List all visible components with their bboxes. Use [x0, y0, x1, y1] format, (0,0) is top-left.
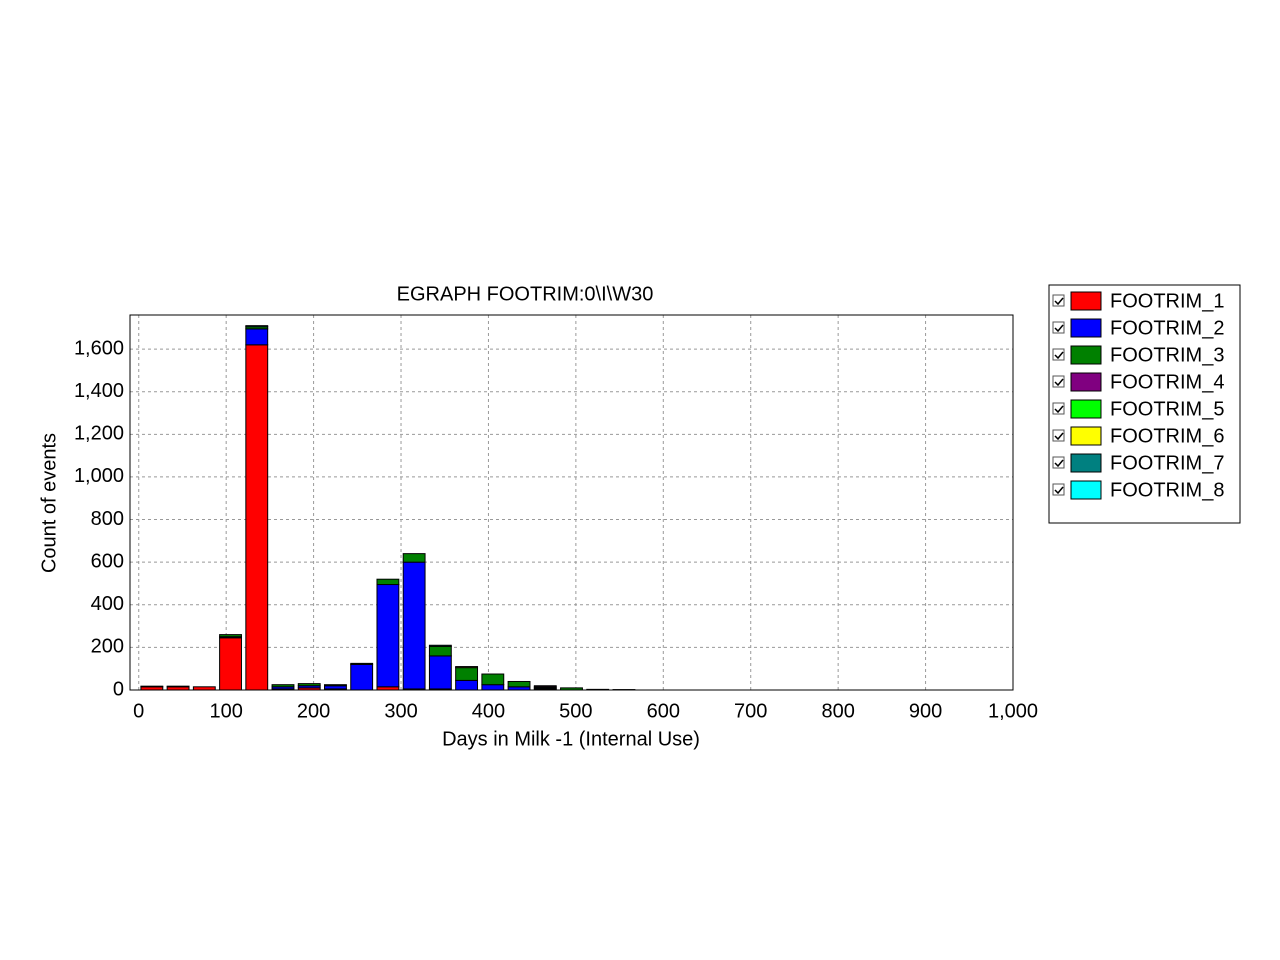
- y-tick-label: 800: [91, 508, 124, 530]
- plot-border: [129, 314, 1014, 691]
- bar-segment: [481, 684, 505, 691]
- legend-swatch: [1070, 453, 1102, 473]
- x-tick-label: 700: [734, 700, 767, 722]
- x-tick-label: 600: [647, 700, 680, 722]
- bar-segment: [402, 553, 426, 563]
- y-tick-label: 1,200: [74, 423, 124, 445]
- bar-segment: [350, 663, 374, 691]
- legend-checkbox[interactable]: [1052, 375, 1065, 388]
- legend-swatch: [1070, 345, 1102, 365]
- bar-segment: [428, 655, 452, 690]
- legend-checkbox[interactable]: [1052, 348, 1065, 361]
- x-tick-label: 400: [472, 700, 505, 722]
- legend-check[interactable]: [1054, 432, 1064, 441]
- legend-check[interactable]: [1054, 486, 1064, 495]
- plot-area: [130, 315, 1013, 690]
- legend-checkbox[interactable]: [1052, 483, 1065, 496]
- y-tick-label: 200: [91, 636, 124, 658]
- chart-title: EGRAPH FOOTRIM:0\I\W30: [397, 283, 654, 305]
- bar-segment: [507, 680, 531, 688]
- bar-segment: [297, 683, 321, 687]
- y-tick-label: 1,400: [74, 380, 124, 402]
- bar-segment: [533, 685, 557, 688]
- bar-segment: [245, 344, 269, 691]
- legend-swatch: [1070, 426, 1102, 446]
- x-tick-label: 500: [559, 700, 592, 722]
- legend-checkbox[interactable]: [1052, 402, 1065, 415]
- legend-check[interactable]: [1054, 351, 1064, 360]
- legend-swatch: [1070, 318, 1102, 338]
- legend-swatch: [1070, 399, 1102, 419]
- legend-label: FOOTRIM_8: [1110, 479, 1224, 501]
- bar-segment: [324, 684, 347, 687]
- bar-segment: [455, 666, 479, 669]
- y-tick-label: 1,000: [74, 465, 124, 487]
- legend-checkbox[interactable]: [1052, 321, 1065, 334]
- bar-segment: [271, 684, 295, 688]
- y-tick-label: 600: [91, 550, 124, 572]
- legend-label: FOOTRIM_7: [1110, 452, 1224, 474]
- y-tick-label: 0: [113, 678, 124, 700]
- bar-segment: [140, 685, 164, 688]
- legend-check[interactable]: [1054, 378, 1064, 387]
- x-tick-label: 300: [384, 700, 417, 722]
- x-tick-label: 0: [133, 700, 144, 722]
- legend-checkbox[interactable]: [1052, 456, 1065, 469]
- x-axis-label: Days in Milk -1 (Internal Use): [442, 728, 700, 750]
- legend-label: FOOTRIM_6: [1110, 425, 1224, 447]
- legend-check[interactable]: [1054, 459, 1064, 468]
- legend-label: FOOTRIM_5: [1110, 398, 1224, 420]
- bar-segment: [376, 584, 400, 688]
- y-tick-label: 1,600: [74, 337, 124, 359]
- legend-checkbox[interactable]: [1052, 294, 1065, 307]
- legend-swatch: [1070, 372, 1102, 392]
- bar-segment: [245, 328, 269, 346]
- x-tick-label: 800: [821, 700, 854, 722]
- legend-label: FOOTRIM_4: [1110, 371, 1224, 393]
- x-tick-label: 200: [297, 700, 330, 722]
- x-tick-label: 100: [209, 700, 242, 722]
- bar-segment: [219, 634, 242, 638]
- x-tick-label: 900: [909, 700, 942, 722]
- bar-segment: [402, 561, 426, 690]
- legend-label: FOOTRIM_2: [1110, 317, 1224, 339]
- bar-segment: [455, 667, 479, 681]
- bar-segment: [428, 644, 452, 647]
- legend-swatch: [1070, 291, 1102, 311]
- legend-swatch: [1070, 480, 1102, 500]
- legend-checkbox[interactable]: [1052, 429, 1065, 442]
- bar-segment: [350, 662, 374, 665]
- x-tick-label: 1,000: [988, 700, 1038, 722]
- legend-check[interactable]: [1054, 297, 1064, 306]
- bar-segment: [245, 325, 269, 328]
- y-tick-label: 400: [91, 593, 124, 615]
- bar-segment: [428, 645, 452, 657]
- legend-label: FOOTRIM_1: [1110, 290, 1224, 312]
- bar-segment: [455, 679, 479, 691]
- y-axis-label: Count of events: [38, 433, 60, 573]
- bar-segment: [481, 673, 505, 686]
- legend-check[interactable]: [1054, 405, 1064, 414]
- legend-check[interactable]: [1054, 324, 1064, 333]
- legend-label: FOOTRIM_3: [1110, 344, 1224, 366]
- bar-segment: [166, 685, 190, 688]
- bar-segment: [376, 578, 400, 586]
- bar-segment: [219, 637, 242, 691]
